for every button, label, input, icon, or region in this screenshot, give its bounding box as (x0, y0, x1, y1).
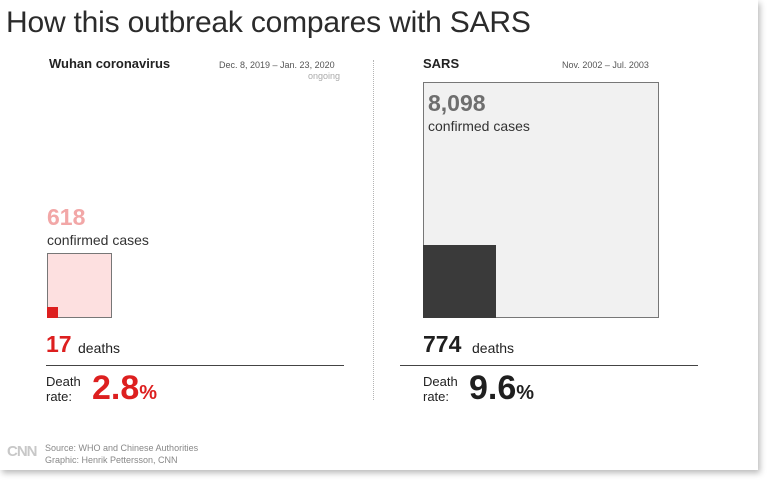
source-note: Source: WHO and Chinese Authorities (45, 443, 199, 453)
death-rate-label-sars: Death rate: (423, 374, 458, 404)
confirmed-cases-square-wuhan (47, 252, 113, 318)
confirmed-cases-label-sars: confirmed cases (428, 118, 530, 134)
deaths-label-wuhan: deaths (78, 340, 121, 356)
confirmed-cases-value-wuhan: 618 (47, 204, 86, 230)
panel-name-sars: SARS (423, 56, 460, 71)
death-rate-value-wuhan: 2.8 (92, 369, 140, 407)
rule-wuhan (46, 365, 344, 366)
confirmed-cases-label-wuhan: confirmed cases (47, 232, 149, 248)
cnn-logo: CNN (7, 443, 37, 460)
death-rate-sars: 9.6% (469, 369, 534, 408)
chart-title: How this outbreak compares with SARS (6, 6, 531, 39)
period-wuhan: Dec. 8, 2019 – Jan. 23, 2020 (219, 60, 335, 70)
death-rate-unit-wuhan: % (139, 382, 158, 404)
deaths-square-sars (423, 245, 496, 318)
panel-divider (373, 60, 374, 400)
deaths-value-sars: 774 (423, 331, 462, 357)
panel-name-wuhan: Wuhan coronavirus (49, 56, 171, 71)
death-rate-wuhan: 2.8% (92, 369, 157, 408)
graphic-credit: Graphic: Henrik Pettersson, CNN (45, 455, 178, 465)
rule-sars (400, 365, 698, 366)
death-rate-value-sars: 9.6 (469, 369, 517, 407)
death-rate-label-wuhan: Death rate: (46, 374, 81, 404)
deaths-value-wuhan: 17 (46, 331, 72, 357)
confirmed-cases-value-sars: 8,098 (428, 90, 486, 116)
status-ongoing: ongoing (308, 71, 341, 81)
death-rate-unit-sars: % (516, 382, 535, 404)
deaths-square-wuhan (47, 307, 58, 318)
period-sars: Nov. 2002 – Jul. 2003 (562, 60, 649, 70)
deaths-label-sars: deaths (472, 340, 515, 356)
